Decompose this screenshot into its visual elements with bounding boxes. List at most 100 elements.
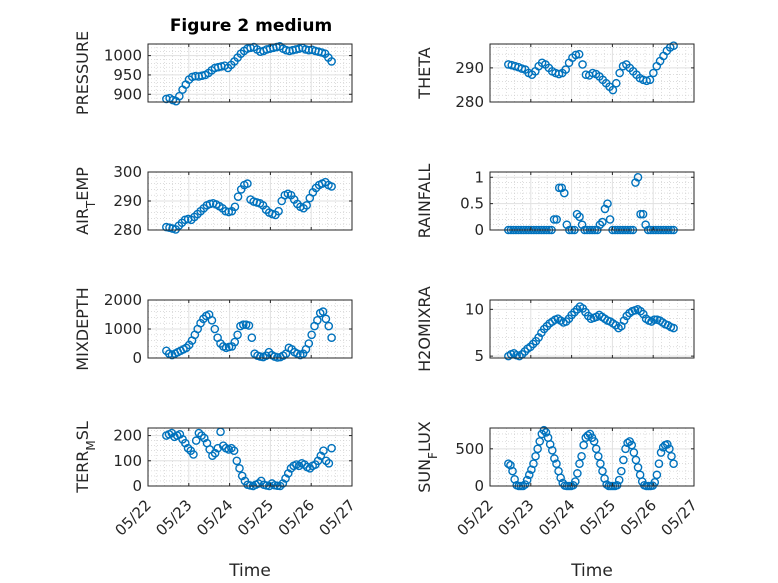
data-point-terr_msl <box>254 479 263 488</box>
data-point-rainfall <box>641 220 650 230</box>
data-point-mixdepth <box>233 330 242 340</box>
subplot-mixdepth: 0 1000 2000 MIXDEPTH <box>73 287 353 371</box>
data-point-sun_flux <box>663 440 672 449</box>
data-point-sun_flux <box>570 477 580 486</box>
data-point-terr_msl <box>208 451 217 461</box>
data-point-h2omixra <box>639 309 648 319</box>
y-tick-label: 290 <box>455 59 484 77</box>
y-tick-label: 5 <box>474 347 484 365</box>
data-point-theta <box>608 85 618 95</box>
data-point-mixdepth <box>313 315 322 325</box>
figure-title: Figure 2 medium <box>170 16 332 36</box>
y-axis-label: AIRTEMP <box>73 167 98 235</box>
data-point-terr_msl <box>321 456 331 466</box>
data-point-sun_flux <box>535 437 545 446</box>
data-point-h2omixra <box>611 320 621 330</box>
data-point-sun_flux <box>614 475 624 485</box>
data-point-h2omixra <box>619 316 629 325</box>
data-point-theta <box>578 60 587 69</box>
data-point-sun_flux <box>633 463 643 472</box>
y-tick-label: 0.5 <box>460 195 484 213</box>
data-point-sun_flux <box>594 451 603 461</box>
data-point-air_temp <box>243 179 252 188</box>
data-point-air_temp <box>162 222 171 232</box>
axes-background <box>490 172 694 230</box>
data-point-air_temp <box>274 206 283 216</box>
y-tick-label: 900 <box>113 85 142 103</box>
data-point-sun_flux <box>612 480 622 490</box>
data-point-sun_flux <box>589 437 599 446</box>
data-point-air_temp <box>230 202 240 212</box>
y-tick-label: 1 <box>474 168 484 186</box>
y-tick-label: 950 <box>113 66 142 84</box>
data-point-mixdepth <box>304 339 314 348</box>
data-point-rainfall <box>633 172 643 182</box>
data-point-terr_msl <box>232 456 242 466</box>
data-point-rainfall <box>549 215 559 224</box>
data-point-sun_flux <box>575 459 584 468</box>
data-point-theta <box>611 78 621 88</box>
data-point-sun_flux <box>627 440 637 450</box>
data-point-rainfall <box>577 220 587 230</box>
data-point-rainfall <box>559 188 569 198</box>
y-tick-label: 300 <box>113 163 142 181</box>
y-tick-label: 100 <box>113 452 142 470</box>
data-point-h2omixra <box>650 315 659 324</box>
subplot-theta: 280 290 THETA <box>415 41 695 111</box>
data-point-h2omixra <box>520 347 530 356</box>
data-point-sun_flux <box>598 466 607 476</box>
data-point-h2omixra <box>583 311 593 321</box>
data-point-sun_flux <box>556 473 565 483</box>
y-tick-label: 500 <box>455 440 484 458</box>
data-point-h2omixra <box>570 307 579 317</box>
x-axis-label: Time <box>570 561 613 581</box>
data-point-rainfall <box>554 183 564 193</box>
data-point-sun_flux <box>667 451 676 461</box>
subplot-h2omixra: 5 10 H2OMIXRA <box>415 286 695 372</box>
data-point-sun_flux <box>619 455 628 465</box>
data-point-rainfall <box>552 215 561 224</box>
data-point-mixdepth <box>324 321 334 331</box>
data-point-rainfall <box>603 199 612 208</box>
data-point-terr_msl <box>327 443 336 453</box>
data-point-terr_msl <box>194 428 204 438</box>
data-point-terr_msl <box>189 450 198 459</box>
data-point-theta <box>669 41 678 51</box>
y-tick-label: 1000 <box>104 320 142 338</box>
data-point-sun_flux <box>583 431 593 440</box>
data-point-terr_msl <box>227 443 236 453</box>
data-point-h2omixra <box>669 323 678 333</box>
data-point-sun_flux <box>520 480 530 489</box>
data-point-h2omixra <box>636 306 645 316</box>
axes-frame <box>489 427 695 487</box>
axes-frame <box>489 171 695 231</box>
y-tick-label: 0 <box>474 477 484 495</box>
data-point-mixdepth <box>318 307 328 316</box>
data-point-sun_flux <box>529 459 538 468</box>
data-point-air_temp <box>205 199 215 209</box>
data-point-sun_flux <box>552 459 561 468</box>
data-point-pressure <box>191 71 200 81</box>
data-point-sun_flux <box>504 459 513 468</box>
data-point-rainfall <box>598 217 607 227</box>
y-tick-label: 1000 <box>104 47 142 65</box>
data-point-theta <box>645 75 655 85</box>
data-point-theta <box>615 68 624 78</box>
data-point-sun_flux <box>508 466 517 476</box>
data-point-sun_flux <box>665 444 674 454</box>
data-point-mixdepth <box>307 330 316 340</box>
data-point-sun_flux <box>579 440 588 450</box>
data-point-terr_msl <box>197 431 206 440</box>
y-tick-label: 2000 <box>104 291 142 309</box>
data-point-air_temp <box>233 192 243 201</box>
data-point-h2omixra <box>572 305 582 314</box>
y-axis-label: THETA <box>415 47 434 99</box>
data-point-sun_flux <box>524 470 534 480</box>
data-point-h2omixra <box>528 339 538 349</box>
y-tick-label: 290 <box>113 192 142 210</box>
data-point-mixdepth <box>207 315 217 325</box>
data-point-sun_flux <box>541 428 551 437</box>
data-point-theta <box>571 50 581 60</box>
data-point-air_temp <box>327 182 336 191</box>
